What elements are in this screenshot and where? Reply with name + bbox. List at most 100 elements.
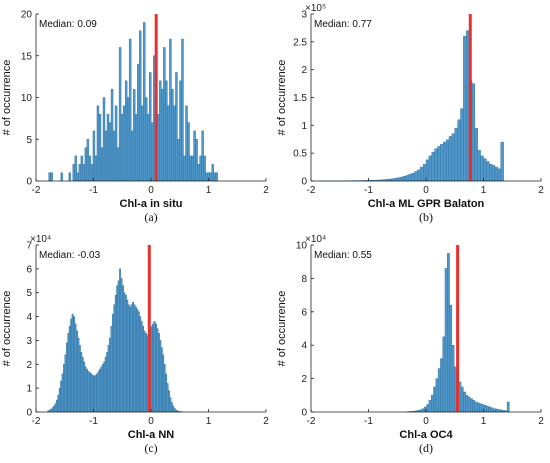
histogram-bar: [114, 294, 117, 413]
histogram-bar: [87, 371, 90, 413]
histogram-bar: [474, 401, 478, 413]
histogram-bar: [136, 63, 140, 182]
histogram-bar: [72, 164, 76, 182]
histogram-bar: [161, 88, 164, 182]
histogram-bar: [81, 356, 84, 413]
histogram-bar: [493, 408, 496, 413]
histogram-bar: [74, 155, 78, 182]
histogram-bar: [88, 372, 91, 413]
y-tick-label: 6: [26, 264, 32, 275]
histogram-bar: [70, 318, 73, 413]
histogram-bar: [73, 316, 76, 413]
histogram-bar: [457, 119, 461, 182]
histogram-bar: [128, 38, 132, 182]
y-tick-label: 10: [21, 93, 33, 104]
histogram-bar: [100, 147, 104, 182]
histogram-bar: [119, 268, 122, 413]
histogram-bar: [414, 171, 418, 182]
histogram-bar: [101, 364, 104, 413]
histogram-bar: [437, 368, 441, 413]
histogram-bar: [422, 164, 427, 182]
histogram-bar: [488, 406, 492, 413]
histogram-bar: [96, 373, 99, 413]
histogram-bar: [102, 97, 106, 182]
histogram-bar: [98, 113, 102, 182]
histogram-bar: [94, 374, 97, 413]
histogram-bar: [466, 30, 470, 182]
histogram-bar: [110, 88, 114, 182]
histogram-bar: [483, 158, 487, 182]
y-exponent-label: ×10⁴: [305, 234, 326, 245]
histogram-bar: [153, 321, 156, 413]
histogram-bar: [205, 172, 208, 182]
histogram-bar: [433, 386, 436, 413]
histogram-bar: [435, 378, 439, 413]
x-tick-label: 1: [481, 416, 487, 427]
histogram-bar: [437, 146, 441, 182]
histogram-bar: [486, 161, 490, 182]
histogram-bar: [114, 105, 118, 182]
histogram-bar: [57, 395, 60, 413]
histogram-bar: [177, 139, 180, 182]
histogram-bar: [479, 403, 482, 413]
histogram-bar: [109, 337, 111, 413]
histogram-bar: [405, 175, 409, 182]
histogram-bar: [120, 278, 123, 413]
histogram-bar: [394, 178, 398, 182]
histogram-bar: [191, 155, 194, 182]
median-label: Median: -0.03: [39, 250, 101, 261]
histogram-bar: [490, 407, 494, 413]
histogram-bar: [165, 373, 168, 413]
histogram-bar: [197, 164, 200, 182]
x-tick-label: 2: [263, 185, 269, 196]
histogram-bar: [112, 130, 116, 182]
y-tick-label: 4: [301, 341, 307, 352]
histogram-bar: [120, 113, 124, 182]
x-axis-label: Chl-a NN: [128, 429, 175, 441]
histogram-bar: [476, 402, 480, 413]
histogram-bar: [68, 325, 71, 413]
histogram-bar: [61, 373, 64, 413]
y-tick-label: 10: [296, 241, 308, 252]
histogram-bar: [126, 299, 129, 413]
histogram-bar: [183, 155, 186, 182]
histogram-bar: [495, 408, 499, 413]
histogram-bar: [129, 306, 132, 413]
histogram-bar: [149, 72, 152, 182]
y-tick-label: 15: [21, 51, 33, 62]
x-tick-label: -1: [364, 185, 373, 196]
histogram-bar: [470, 398, 473, 413]
histogram-bar: [127, 304, 130, 413]
y-tick-label: 1.5: [293, 93, 307, 104]
histogram-bar: [86, 139, 90, 182]
x-tick-label: 1: [206, 185, 212, 196]
median-label: Median: 0.55: [314, 250, 372, 261]
histogram-svg-b: -2 -1 0 1 2 0 0.5 1 1.5 2 2.5 3×10⁵ Median: 0.77 Chl-…: [276, 3, 544, 224]
x-axis-label: Chl-a ML GPR Balaton: [368, 198, 485, 210]
histogram-bar: [472, 400, 476, 413]
y-tick-label: 0: [26, 408, 32, 419]
histogram-bar: [143, 330, 146, 413]
histogram-bar: [80, 352, 83, 413]
histogram-bar: [141, 105, 144, 182]
histogram-bar: [420, 166, 424, 182]
histogram-bar: [199, 155, 202, 182]
histogram-bar: [460, 108, 464, 182]
histogram-bar: [53, 405, 55, 413]
x-tick-label: 2: [538, 185, 544, 196]
x-tick-label: -1: [364, 416, 373, 427]
histogram-bar: [173, 105, 176, 182]
histogram-bar: [408, 174, 412, 182]
histogram-bar: [491, 165, 496, 182]
histogram-bar: [155, 323, 157, 413]
histogram-bar: [139, 30, 142, 182]
histogram-bar: [187, 122, 190, 182]
histogram-bar: [108, 122, 112, 182]
histogram-bar: [211, 164, 214, 182]
histogram-bar: [132, 88, 136, 182]
y-exponent-label: ×10⁵: [305, 3, 326, 14]
histogram-bar: [209, 172, 212, 182]
histogram-bar: [444, 268, 448, 413]
y-tick-label: 4: [26, 312, 32, 323]
